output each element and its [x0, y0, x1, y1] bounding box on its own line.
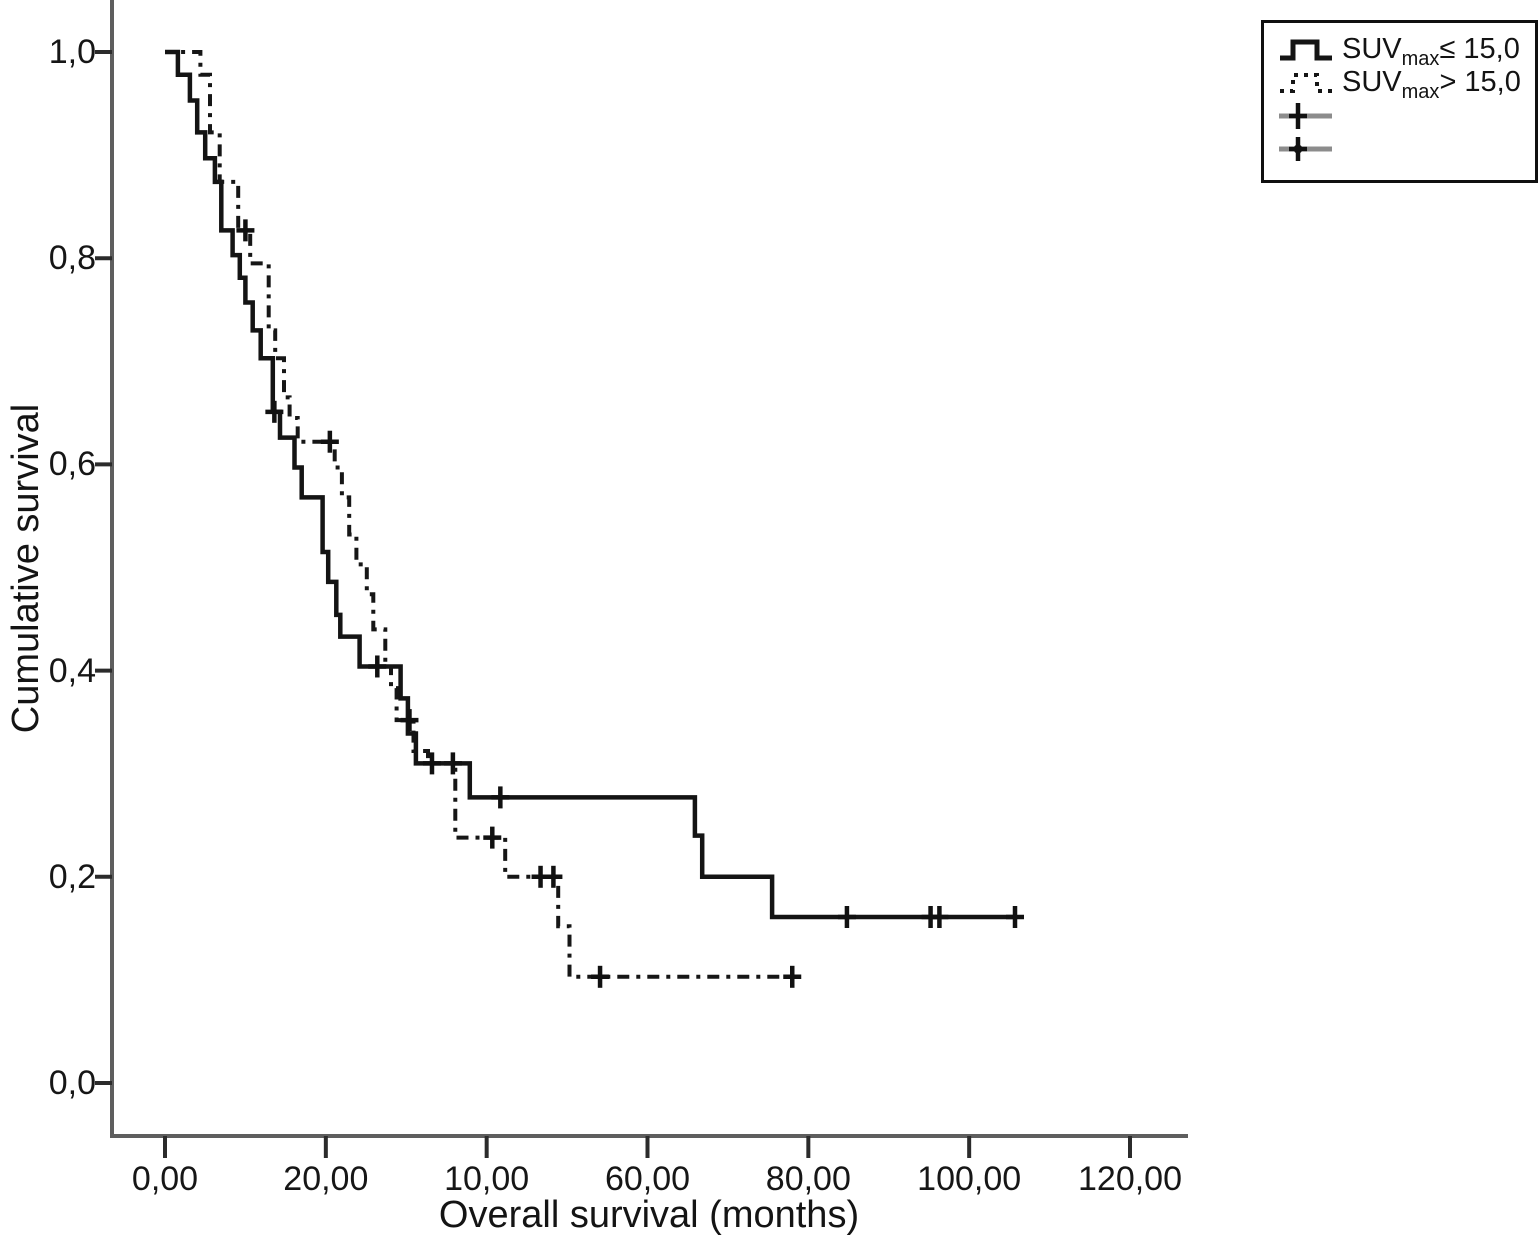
x-tick-label: 100,00	[917, 1160, 1022, 1198]
censor-plus-line-icon	[1279, 102, 1332, 129]
y-tick-label: 0,8	[48, 239, 96, 278]
dashed-step-line-icon	[1280, 72, 1332, 93]
survival-curve-solid	[165, 49, 1015, 920]
x-tick-label: 0,00	[131, 1160, 199, 1198]
x-tick-label: 120,00	[1078, 1160, 1182, 1198]
y-tick-label: 0,6	[48, 445, 96, 484]
x-tick-label: 80,00	[765, 1160, 851, 1198]
y-tick-label: 0,2	[48, 857, 96, 896]
x-tick-label: 10,00	[444, 1160, 530, 1198]
x-axis-title: Overall survival (months)	[438, 1194, 860, 1236]
legend-item-suv-le-15: SUVmax≤ 15,0	[1278, 33, 1535, 70]
legend-item-censored-group2	[1278, 132, 1535, 165]
y-tick-label: 0,0	[48, 1064, 96, 1102]
legend-label: SUVmax> 15,0	[1342, 66, 1521, 103]
x-tick-label: 60,00	[604, 1160, 691, 1198]
solid-step-line-icon	[1280, 39, 1332, 60]
legend: SUVmax≤ 15,0 SUVmax> 15,0	[1261, 20, 1538, 183]
y-axis-title-column: Cumulative survival	[0, 0, 54, 1136]
censor-plus-line-icon	[1279, 136, 1332, 161]
x-tick-label: 20,00	[283, 1160, 369, 1198]
legend-item-censored-group1	[1278, 99, 1535, 132]
y-tick-label: 1,0	[48, 33, 96, 71]
legend-item-suv-gt-15: SUVmax> 15,0	[1278, 66, 1535, 103]
y-tick-label: 0,4	[48, 651, 96, 690]
legend-label: SUVmax≤ 15,0	[1342, 33, 1520, 70]
